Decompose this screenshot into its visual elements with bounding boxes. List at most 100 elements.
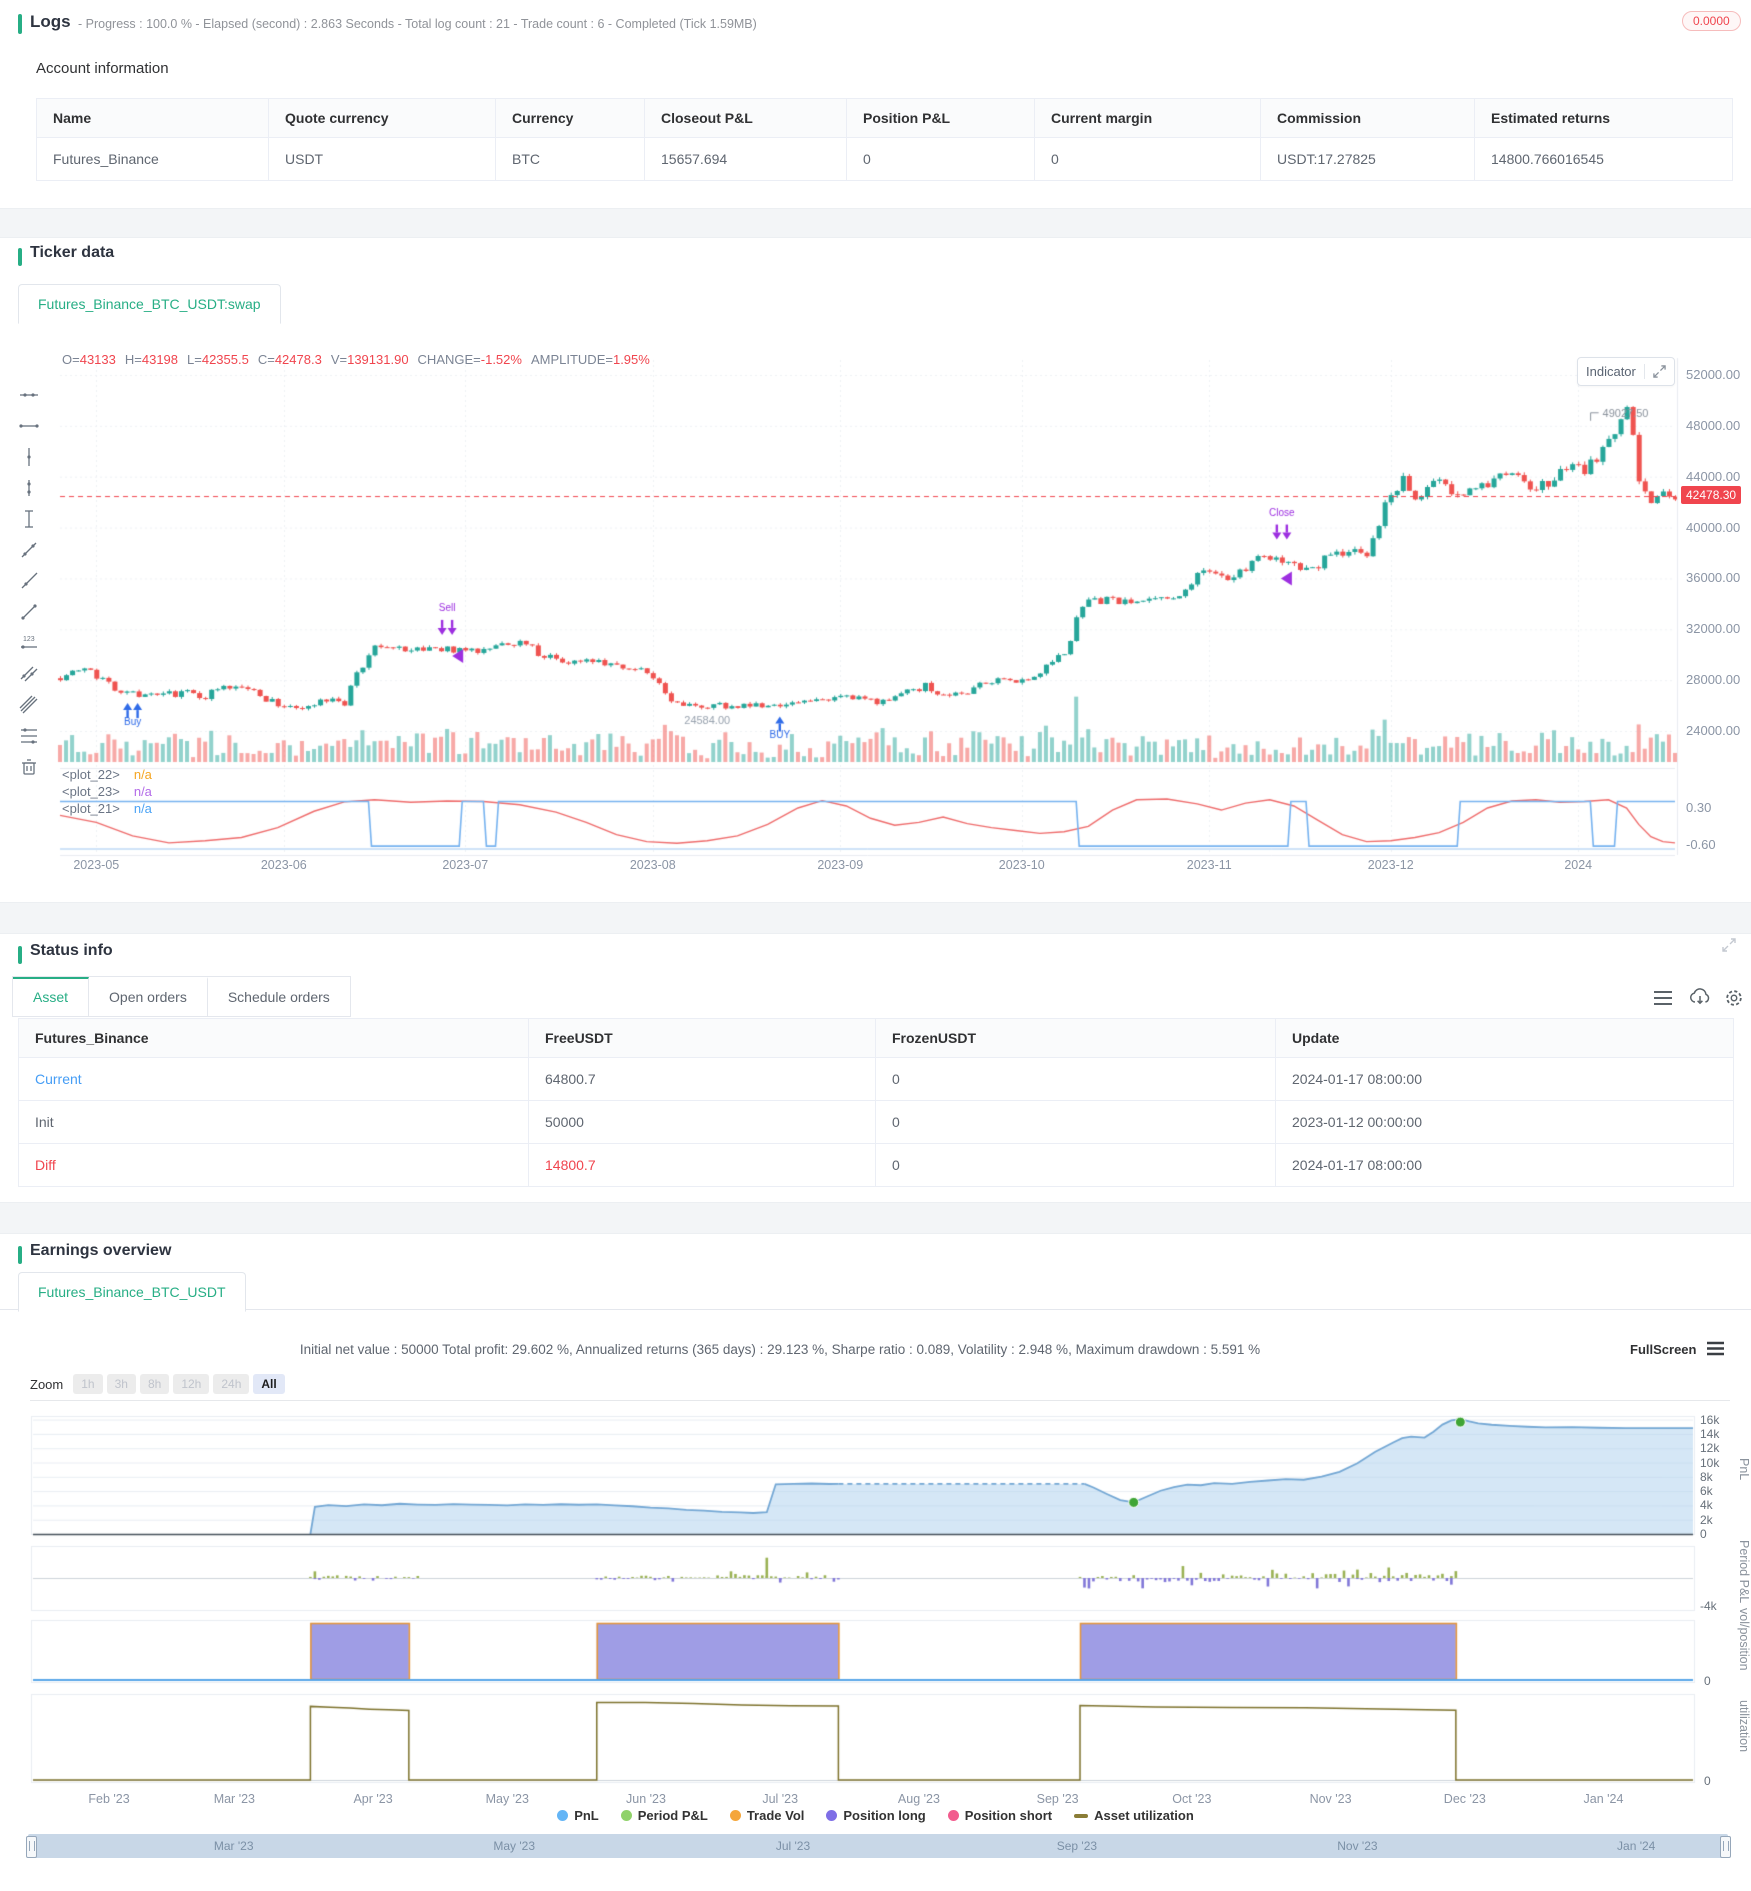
navigator-label: May '23 — [493, 1839, 536, 1853]
earnings-stats-line: Initial net value : 50000 Total profit: … — [299, 1342, 1261, 1357]
price-range-icon[interactable] — [18, 508, 40, 530]
delete-icon[interactable] — [18, 756, 40, 778]
tab-open-orders[interactable]: Open orders — [89, 977, 208, 1016]
ticker-chart-canvas[interactable] — [55, 350, 1680, 880]
tab-earnings-symbol[interactable]: Futures_Binance_BTC_USDT — [18, 1272, 246, 1312]
segment-line-icon[interactable] — [18, 601, 40, 623]
zoom-button-1h[interactable]: 1h — [73, 1374, 103, 1394]
zoom-button-8h[interactable]: 8h — [139, 1374, 170, 1394]
navigator-left-handle[interactable] — [26, 1836, 37, 1858]
vertical-line-icon[interactable] — [18, 446, 40, 468]
zoom-button-24h[interactable]: 24h — [213, 1374, 250, 1394]
horizontal-line-icon[interactable] — [18, 384, 40, 406]
ohlc-value: 43198 — [141, 352, 179, 367]
y-axis-tick: 36000.00 — [1686, 570, 1741, 586]
x-axis-tick: Dec '23 — [1443, 1792, 1486, 1806]
price-note-icon[interactable]: 123 — [18, 632, 40, 654]
status-asset-table: Futures_Binance FreeUSDT FrozenUSDT Update C… — [18, 1018, 1734, 1187]
legend-item[interactable]: Position short — [947, 1808, 1052, 1823]
legend-item[interactable]: Trade Vol — [729, 1808, 805, 1823]
y-axis-tick: -4k — [1700, 1599, 1717, 1613]
x-axis-tick: 2024 — [1564, 858, 1593, 872]
fan-lines-icon[interactable] — [18, 694, 40, 716]
column-header: Update — [1275, 1018, 1734, 1058]
legend-item[interactable]: Asset utilization — [1074, 1808, 1194, 1823]
table-header-row: Name Quote currency Currency Closeout P&L Po… — [36, 98, 1733, 138]
section-accent-bar — [18, 14, 22, 34]
legend-item[interactable]: PnL — [557, 1808, 599, 1823]
expand-section-icon[interactable] — [1722, 938, 1736, 952]
column-header: FreeUSDT — [528, 1018, 876, 1058]
indicator-button-label: Indicator — [1586, 364, 1636, 379]
section-divider — [0, 902, 1751, 934]
chart-legend: PnL Period P&L Trade Vol Position long Posit… — [0, 1808, 1751, 1823]
x-axis-tick: Jul '23 — [762, 1792, 799, 1806]
chart-drawing-toolbar: 123 — [14, 384, 44, 778]
legend-item[interactable]: Position long — [826, 1808, 926, 1823]
column-header: Position P&L — [846, 98, 1035, 138]
account-information-title: Account information — [36, 60, 169, 77]
cloud-download-icon[interactable] — [1688, 986, 1712, 1008]
table-row: Futures_Binance USDT BTC 15657.694 0 0 USDT:17… — [36, 137, 1733, 181]
earnings-overview-title: Earnings overview — [30, 1242, 172, 1259]
tab-ticker-symbol[interactable]: Futures_Binance_BTC_USDT:swap — [18, 284, 281, 324]
chart-menu-icon[interactable] — [1706, 1341, 1725, 1356]
legend-label: Position long — [843, 1808, 926, 1823]
y-axis-tick: 24000.00 — [1686, 723, 1741, 738]
table-cell: 64800.7 — [528, 1057, 876, 1101]
plot-name: <plot_21> — [62, 801, 120, 816]
y-axis-tick: 0 — [1704, 1674, 1711, 1688]
axis-title: vol/position — [1737, 1608, 1751, 1671]
ohlc-label: CHANGE= — [417, 352, 481, 367]
gear-icon[interactable] — [1724, 988, 1744, 1008]
column-header: Commission — [1260, 98, 1475, 138]
status-tabs: Asset Open orders Schedule orders — [12, 976, 351, 1017]
navigator-label: Nov '23 — [1337, 1839, 1378, 1853]
table-cell: 0 — [1034, 137, 1261, 181]
divider — [1643, 364, 1645, 379]
zoom-buttons: 1h 3h 8h 12h 24h All — [73, 1374, 285, 1394]
y-axis-tick: 32000.00 — [1686, 621, 1741, 637]
horizontal-segment-icon[interactable] — [18, 415, 40, 437]
x-axis-tick: 2023-08 — [629, 858, 676, 872]
table-cell: 14800.766016545 — [1474, 137, 1733, 181]
x-axis-tick: Sep '23 — [1036, 1792, 1079, 1806]
status-info-title: Status info — [30, 942, 113, 959]
zoom-button-all[interactable]: All — [253, 1374, 285, 1394]
y-axis-tick: 52000.00 — [1686, 367, 1741, 382]
tab-schedule-orders[interactable]: Schedule orders — [227, 989, 330, 1005]
range-navigator[interactable]: Mar '23 May '23 Jul '23 Sep '23 Nov '23 Jan '… — [26, 1834, 1731, 1858]
ray-line-icon[interactable] — [18, 570, 40, 592]
expand-icon[interactable] — [1653, 365, 1666, 378]
ohlc-value: -1.52% — [480, 352, 522, 367]
zoom-button-3h[interactable]: 3h — [106, 1374, 136, 1394]
ohlc-label: AMPLITUDE= — [530, 352, 613, 367]
x-axis-tick: May '23 — [485, 1792, 529, 1806]
legend-item[interactable]: Period P&L — [620, 1808, 708, 1823]
subplot-label: <plot_22> n/a — [62, 766, 152, 783]
menu-icon[interactable] — [1652, 990, 1674, 1006]
navigator-right-handle[interactable] — [1720, 1836, 1731, 1858]
ohlc-label: V= — [330, 352, 348, 367]
tab-asset[interactable]: Asset — [13, 977, 90, 1016]
legend-marker — [826, 1810, 838, 1821]
legend-marker — [1074, 1813, 1089, 1818]
table-header-row: Futures_Binance FreeUSDT FrozenUSDT Update — [18, 1018, 1734, 1058]
fib-lines-icon[interactable] — [18, 725, 40, 747]
trend-line-icon[interactable] — [18, 539, 40, 561]
section-divider — [0, 1202, 1751, 1234]
earnings-chart-canvas[interactable] — [28, 1406, 1728, 1791]
column-header: Current margin — [1034, 98, 1261, 138]
plot-value: n/a — [133, 784, 152, 799]
vertical-segment-icon[interactable] — [18, 477, 40, 499]
indicator-button[interactable]: Indicator — [1577, 357, 1675, 386]
parallel-lines-icon[interactable] — [18, 663, 40, 685]
table-cell: 0 — [875, 1100, 1276, 1144]
fullscreen-button[interactable]: FullScreen — [1630, 1342, 1697, 1357]
zoom-button-12h[interactable]: 12h — [173, 1374, 210, 1394]
legend-label: Trade Vol — [746, 1808, 805, 1823]
row-label[interactable]: Current — [18, 1057, 529, 1101]
table-cell: 0 — [875, 1057, 1276, 1101]
navigator-label: Jan '24 — [1617, 1839, 1656, 1853]
